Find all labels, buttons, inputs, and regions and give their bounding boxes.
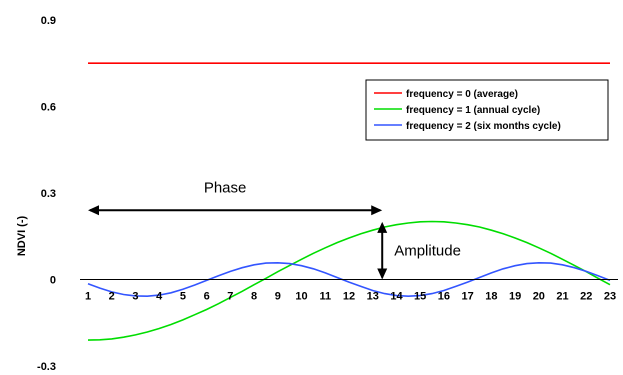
- amplitude-label: Amplitude: [394, 243, 461, 260]
- y-axis-label: NDVI (-): [16, 216, 28, 257]
- x-tick-label: 2: [109, 291, 115, 303]
- x-tick-label: 11: [319, 291, 331, 303]
- y-tick-label: -0.3: [37, 361, 56, 373]
- series-lines: [87, 62, 611, 341]
- x-tick-label: 4: [156, 291, 163, 303]
- annotations: Phase Amplitude: [88, 179, 461, 280]
- x-tick-label: 3: [132, 291, 138, 303]
- x-tick-label: 12: [343, 291, 355, 303]
- x-tick-label: 10: [295, 291, 307, 303]
- x-tick-label: 9: [275, 291, 281, 303]
- x-tick-label: 7: [227, 291, 233, 303]
- y-tick-label: 0: [50, 275, 56, 287]
- x-tick-label: 15: [414, 291, 426, 303]
- x-tick-label: 18: [485, 291, 497, 303]
- legend-label-1: frequency = 1 (annual cycle): [406, 105, 540, 116]
- legend-label-2: frequency = 2 (six months cycle): [406, 121, 561, 132]
- y-tick-label: 0.9: [41, 15, 56, 27]
- x-tick-label: 20: [533, 291, 545, 303]
- x-tick-label: 19: [509, 291, 521, 303]
- x-tick-label: 17: [462, 291, 474, 303]
- y-tick-label: 0.6: [41, 102, 56, 114]
- legend-label-0: frequency = 0 (average): [406, 89, 518, 100]
- x-tick-label: 8: [251, 291, 257, 303]
- x-tick-label: 1: [85, 291, 91, 303]
- phase-label: Phase: [204, 179, 247, 196]
- y-tick-label: 0.3: [41, 188, 56, 200]
- x-tick-labels: 1 2 3 4 5 6 7 8 9 10 11 12 13 14 15 16 17 18 19 20 21 22 23: [85, 291, 616, 303]
- x-tick-label: 6: [204, 291, 210, 303]
- x-tick-label: 22: [580, 291, 592, 303]
- phase-arrow-head-left: [88, 205, 99, 216]
- x-tick-label: 13: [367, 291, 379, 303]
- amplitude-arrow-head-top: [377, 221, 388, 233]
- legend-box: [365, 79, 609, 141]
- x-tick-label: 5: [180, 291, 186, 303]
- x-tick-label: 14: [390, 291, 403, 303]
- x-tick-label: 21: [556, 291, 568, 303]
- series-line-1: [87, 220, 611, 341]
- x-tick-label: 16: [438, 291, 450, 303]
- series-line-2: [87, 261, 611, 298]
- legend: frequency = 0 (average) frequency = 1 (an…: [365, 79, 609, 141]
- phase-arrow-head-right: [371, 205, 383, 216]
- x-tick-label: 23: [604, 291, 616, 303]
- amplitude-arrow-head-bottom: [377, 268, 388, 280]
- y-tick-labels: 0.9 0.6 0.3 0 -0.3: [37, 15, 56, 373]
